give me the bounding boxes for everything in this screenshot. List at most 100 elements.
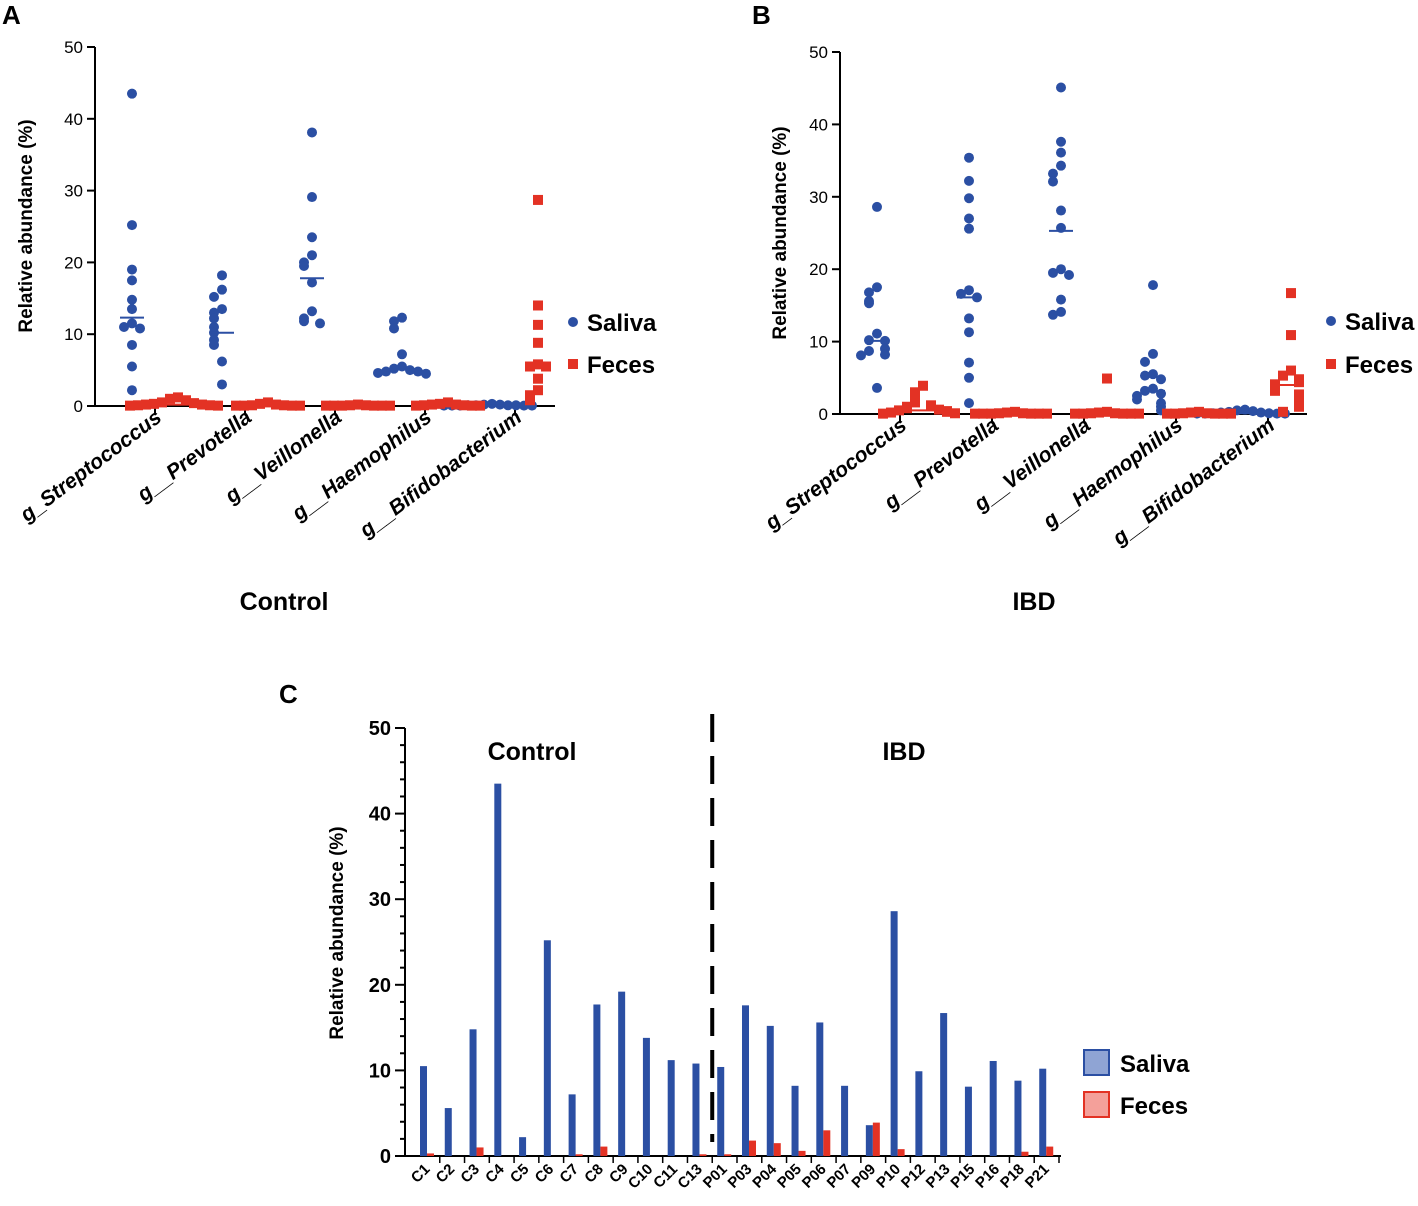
panel-letter: C [279, 679, 298, 709]
group-title: IBD [1012, 588, 1055, 616]
data-point-feces [181, 395, 191, 406]
data-point-saliva [389, 316, 399, 327]
panel-b: B 0 10 20 30 40 50 Relative abundance (%) g_Stre… [752, 0, 1415, 616]
data-point-feces [1294, 396, 1304, 407]
data-point-saliva [389, 323, 399, 334]
y-tick-label: 0 [380, 1146, 391, 1168]
data-point-feces [934, 404, 944, 415]
data-point-feces [533, 319, 543, 330]
data-point-saliva [217, 379, 227, 390]
data-point-feces [1286, 330, 1296, 341]
data-point-feces [1094, 407, 1104, 418]
data-point-saliva [307, 127, 317, 138]
x-category-label: C8 [581, 1161, 607, 1187]
x-category-label: g_Streptococcus [15, 406, 166, 528]
x-category-label: C13 [674, 1161, 705, 1192]
x-category-label: C4 [482, 1160, 508, 1186]
data-point-feces [1186, 407, 1196, 418]
bar-saliva [444, 1108, 452, 1156]
x-category-label: P07 [824, 1161, 855, 1192]
y-tick-label: 40 [64, 110, 83, 129]
data-point-saliva [1056, 264, 1066, 275]
bar-feces [427, 1153, 434, 1156]
y-tick-label: 10 [64, 325, 83, 344]
data-point-saliva [1156, 374, 1166, 385]
legend-feces-label: Feces [587, 352, 655, 379]
data-point-saliva [487, 398, 497, 409]
data-point-feces [894, 405, 904, 416]
data-point-saliva [1056, 306, 1066, 317]
data-point-feces [994, 408, 1004, 419]
data-point-feces [525, 395, 535, 406]
data-point-saliva [127, 88, 137, 99]
bar-feces [600, 1146, 608, 1156]
x-category-label: P09 [848, 1161, 879, 1192]
data-point-saliva [413, 366, 423, 377]
data-point-feces [1286, 365, 1296, 376]
data-point-feces [926, 400, 936, 411]
bar-feces [872, 1122, 880, 1156]
bar-saliva [989, 1060, 997, 1156]
data-point-feces [1026, 408, 1036, 419]
data-point-saliva [964, 193, 974, 204]
y-tick-label: 20 [809, 260, 828, 279]
data-point-saliva [127, 304, 137, 315]
data-point-feces [1102, 406, 1112, 417]
x-category-label: P13 [923, 1161, 954, 1192]
data-point-feces [1102, 373, 1112, 384]
data-point-feces [942, 406, 952, 417]
bar-saliva [420, 1066, 427, 1156]
data-point-feces [1218, 408, 1228, 419]
data-point-feces [1278, 370, 1288, 381]
y-tick-label: 10 [809, 333, 828, 352]
group-title: Control [240, 588, 329, 616]
y-tick-label: 0 [74, 397, 83, 416]
data-point-saliva [1056, 160, 1066, 171]
data-point-saliva [864, 287, 874, 298]
data-point-feces [149, 398, 159, 409]
data-point-feces [918, 380, 928, 391]
data-point-saliva [964, 152, 974, 163]
data-point-saliva [127, 385, 137, 396]
data-point-feces [533, 337, 543, 348]
panel-letter: A [2, 0, 21, 30]
data-point-saliva [964, 285, 974, 296]
data-point-saliva [397, 312, 407, 323]
bar-saliva [791, 1085, 799, 1156]
bar-saliva [816, 1022, 824, 1156]
bar-saliva [717, 1066, 725, 1156]
y-tick-label: 30 [64, 182, 83, 201]
data-point-feces [287, 400, 297, 411]
y-tick-label: 40 [369, 804, 391, 826]
legend-saliva-marker [1326, 316, 1336, 326]
data-point-feces [451, 399, 461, 410]
data-point-feces [279, 400, 289, 411]
data-point-feces [533, 359, 543, 370]
data-point-feces [1162, 408, 1172, 419]
data-point-feces [878, 408, 888, 419]
bar-saliva [940, 1013, 948, 1156]
data-point-feces [1226, 408, 1236, 419]
data-point-saliva [217, 270, 227, 281]
data-point-saliva [127, 220, 137, 231]
bar-feces [575, 1154, 583, 1156]
x-category-label: P01 [700, 1161, 731, 1192]
bar-saliva [543, 940, 551, 1156]
data-point-saliva [880, 349, 890, 360]
y-tick-label: 50 [369, 718, 391, 740]
data-point-feces [411, 400, 421, 411]
data-point-saliva [127, 318, 137, 329]
data-point-saliva [964, 175, 974, 186]
y-tick-label: 50 [64, 38, 83, 57]
x-category-label: P16 [972, 1161, 1003, 1192]
bar-feces [897, 1149, 905, 1156]
bar-saliva [494, 783, 502, 1156]
y-tick-label: 20 [369, 975, 391, 997]
data-point-feces [525, 390, 535, 401]
data-point-feces [1070, 408, 1080, 419]
bar-saliva [667, 1060, 675, 1156]
data-point-feces [295, 400, 305, 411]
data-point-feces [459, 400, 469, 411]
data-point-saliva [964, 313, 974, 324]
